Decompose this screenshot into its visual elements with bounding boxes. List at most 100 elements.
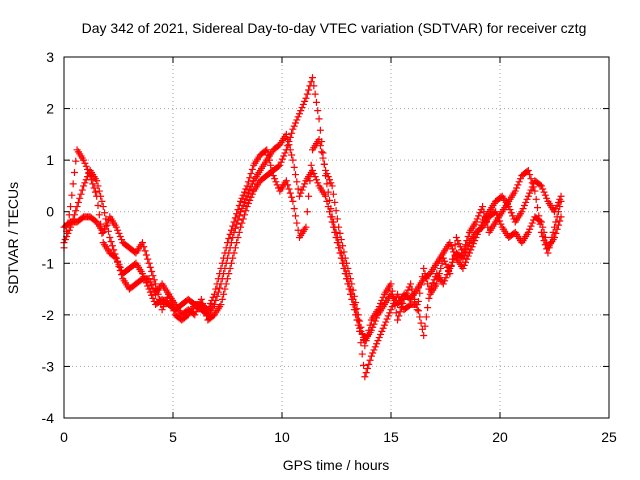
data-point-marker — [353, 305, 361, 313]
data-point-marker — [155, 295, 163, 303]
data-point-marker — [513, 184, 521, 192]
data-point-marker — [246, 174, 254, 182]
data-point-marker — [315, 136, 323, 144]
data-point-marker — [281, 149, 289, 157]
data-point-marker — [244, 178, 252, 186]
data-point-marker — [305, 192, 313, 200]
data-point-marker — [298, 186, 306, 194]
data-point-marker — [541, 191, 549, 199]
data-point-marker — [526, 171, 534, 179]
data-point-marker — [303, 208, 311, 216]
data-point-marker — [326, 176, 334, 184]
data-point-marker — [305, 86, 313, 94]
data-point-marker — [165, 290, 173, 298]
data-point-marker — [107, 238, 115, 246]
data-point-marker — [103, 219, 111, 227]
data-point-marker — [319, 154, 327, 162]
data-point-marker — [81, 159, 89, 167]
data-point-marker — [439, 254, 447, 262]
data-point-marker — [210, 301, 218, 309]
data-point-marker — [205, 303, 213, 311]
data-point-marker — [329, 190, 337, 198]
data-point-marker — [299, 100, 307, 108]
data-point-marker — [241, 188, 249, 196]
data-point-marker — [435, 270, 443, 278]
y-tick-label: -4 — [42, 410, 55, 426]
data-point-marker — [93, 177, 101, 185]
data-point-marker — [162, 296, 170, 304]
data-point-marker — [441, 277, 449, 285]
data-point-marker — [244, 199, 252, 207]
data-point-marker — [76, 194, 84, 202]
data-point-marker — [146, 263, 154, 271]
data-point-marker — [420, 264, 428, 272]
data-point-marker — [288, 129, 296, 137]
data-point-marker — [377, 300, 385, 308]
y-tick-label: 0 — [46, 204, 54, 220]
data-point-marker — [118, 236, 126, 244]
data-point-marker — [87, 176, 95, 184]
y-axis-label: SDTVAR / TECUs — [5, 182, 21, 294]
data-point-marker — [420, 331, 428, 339]
data-point-marker — [547, 239, 555, 247]
data-point-marker — [452, 234, 460, 241]
data-point-marker — [518, 208, 526, 216]
data-point-marker — [442, 260, 450, 268]
data-point-marker — [373, 340, 381, 348]
data-point-marker — [159, 303, 167, 311]
data-point-marker — [237, 223, 245, 231]
data-point-marker — [230, 249, 238, 257]
x-tick-label: 15 — [383, 429, 399, 445]
data-point-marker — [497, 220, 505, 228]
data-point-marker — [239, 215, 247, 223]
data-point-marker — [473, 215, 481, 223]
data-point-marker — [148, 291, 156, 299]
data-point-marker — [545, 244, 553, 252]
data-point-marker — [540, 237, 548, 245]
data-point-marker — [523, 195, 531, 203]
data-point-marker — [358, 329, 366, 337]
data-point-marker — [145, 275, 153, 283]
data-point-marker — [386, 309, 394, 317]
data-point-marker — [548, 234, 556, 241]
data-point-marker — [145, 285, 153, 293]
data-point-marker — [541, 241, 549, 249]
data-point-marker — [247, 170, 255, 178]
data-point-marker — [234, 206, 242, 214]
data-point-marker — [229, 254, 237, 262]
data-point-marker — [248, 165, 256, 173]
data-point-marker — [533, 204, 541, 212]
data-point-marker — [108, 242, 116, 250]
data-point-marker — [454, 237, 462, 245]
data-point-marker — [222, 280, 230, 288]
data-point-marker — [557, 197, 565, 205]
data-point-marker — [400, 295, 408, 303]
data-point-marker — [433, 280, 441, 288]
data-point-marker — [140, 243, 148, 251]
data-point-marker — [78, 186, 86, 194]
data-point-marker — [437, 264, 445, 272]
data-point-marker — [286, 133, 294, 141]
data-point-marker — [309, 166, 317, 174]
data-point-marker — [519, 205, 527, 213]
data-point-marker — [395, 293, 403, 301]
data-point-marker — [441, 257, 449, 265]
data-point-marker — [289, 156, 297, 164]
data-point-marker — [212, 285, 220, 293]
data-point-marker — [536, 181, 544, 189]
data-point-marker — [146, 288, 154, 296]
data-point-marker — [246, 196, 254, 204]
data-point-marker — [535, 212, 543, 220]
data-point-marker — [72, 157, 80, 165]
data-point-marker — [333, 215, 341, 223]
data-point-marker — [443, 263, 451, 271]
data-point-marker — [311, 90, 319, 98]
data-point-marker — [366, 356, 374, 364]
data-point-marker — [344, 264, 352, 272]
data-point-marker — [148, 268, 156, 276]
data-point-marker — [67, 203, 75, 211]
data-point-marker — [378, 296, 386, 304]
data-point-marker — [532, 195, 540, 203]
data-point-marker — [391, 302, 399, 310]
